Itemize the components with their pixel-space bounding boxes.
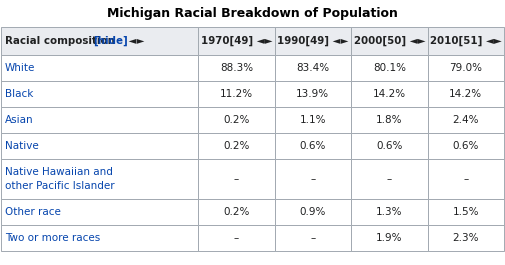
Bar [275, 27, 351, 55]
Text: 14.2%: 14.2% [449, 89, 482, 99]
Bar [198, 225, 275, 251]
Text: 1.9%: 1.9% [376, 233, 402, 243]
Text: 2010[51] ◄►: 2010[51] ◄► [430, 36, 501, 46]
Text: 1.8%: 1.8% [376, 115, 402, 125]
Text: –: – [310, 233, 316, 243]
Bar [351, 55, 428, 81]
Text: 0.9%: 0.9% [299, 207, 326, 217]
Bar [275, 199, 351, 225]
Bar [275, 225, 351, 251]
Text: –: – [310, 174, 316, 184]
Text: –: – [463, 174, 469, 184]
Bar [198, 199, 275, 225]
Text: 2000[50] ◄►: 2000[50] ◄► [354, 36, 425, 46]
Bar [1, 55, 198, 81]
Text: 2.3%: 2.3% [452, 233, 479, 243]
Text: –: – [234, 233, 239, 243]
Bar [198, 27, 275, 55]
Text: other Pacific Islander: other Pacific Islander [5, 181, 115, 191]
Bar [351, 27, 428, 55]
Bar [1, 81, 198, 107]
Text: Racial composition: Racial composition [5, 36, 122, 46]
Bar [351, 199, 428, 225]
Bar [351, 225, 428, 251]
Text: 1970[49] ◄►: 1970[49] ◄► [200, 36, 272, 46]
Text: 0.2%: 0.2% [223, 115, 249, 125]
Text: –: – [234, 174, 239, 184]
Bar [428, 133, 504, 159]
Text: Native: Native [5, 141, 39, 151]
Bar [428, 55, 504, 81]
Bar [198, 81, 275, 107]
Text: 79.0%: 79.0% [449, 63, 482, 73]
Text: 83.4%: 83.4% [296, 63, 329, 73]
Bar [275, 133, 351, 159]
Bar [428, 107, 504, 133]
Text: Two or more races: Two or more races [5, 233, 100, 243]
Text: 1990[49] ◄►: 1990[49] ◄► [277, 36, 348, 46]
Bar [1, 159, 198, 199]
Bar [275, 107, 351, 133]
Bar [275, 81, 351, 107]
Bar [428, 225, 504, 251]
Text: 1.3%: 1.3% [376, 207, 402, 217]
Text: 1.5%: 1.5% [452, 207, 479, 217]
Bar [198, 159, 275, 199]
Bar [198, 133, 275, 159]
Bar [351, 159, 428, 199]
Text: 13.9%: 13.9% [296, 89, 329, 99]
Text: Black: Black [5, 89, 33, 99]
Text: ◄►: ◄► [125, 36, 144, 46]
Bar [1, 225, 198, 251]
Text: 2.4%: 2.4% [452, 115, 479, 125]
Text: 80.1%: 80.1% [373, 63, 406, 73]
Bar [1, 133, 198, 159]
Bar [1, 199, 198, 225]
Bar [198, 107, 275, 133]
Text: White: White [5, 63, 35, 73]
Text: 0.6%: 0.6% [376, 141, 402, 151]
Text: 14.2%: 14.2% [373, 89, 406, 99]
Text: 11.2%: 11.2% [220, 89, 253, 99]
Bar [1, 107, 198, 133]
Text: Other race: Other race [5, 207, 61, 217]
Text: 1.1%: 1.1% [299, 115, 326, 125]
Text: [hide]: [hide] [93, 36, 128, 46]
Bar [351, 81, 428, 107]
Text: 0.6%: 0.6% [299, 141, 326, 151]
Bar [428, 81, 504, 107]
Text: –: – [387, 174, 392, 184]
Text: 0.2%: 0.2% [223, 207, 249, 217]
Bar [198, 55, 275, 81]
Bar [351, 107, 428, 133]
Bar [275, 159, 351, 199]
Text: Asian: Asian [5, 115, 34, 125]
Bar [428, 199, 504, 225]
Bar [275, 55, 351, 81]
Bar [1, 27, 198, 55]
Text: 88.3%: 88.3% [220, 63, 253, 73]
Text: Michigan Racial Breakdown of Population: Michigan Racial Breakdown of Population [107, 7, 398, 20]
Text: 0.6%: 0.6% [452, 141, 479, 151]
Text: Native Hawaiian and: Native Hawaiian and [5, 167, 113, 177]
Text: 0.2%: 0.2% [223, 141, 249, 151]
Bar [428, 159, 504, 199]
Bar [428, 27, 504, 55]
Bar [351, 133, 428, 159]
